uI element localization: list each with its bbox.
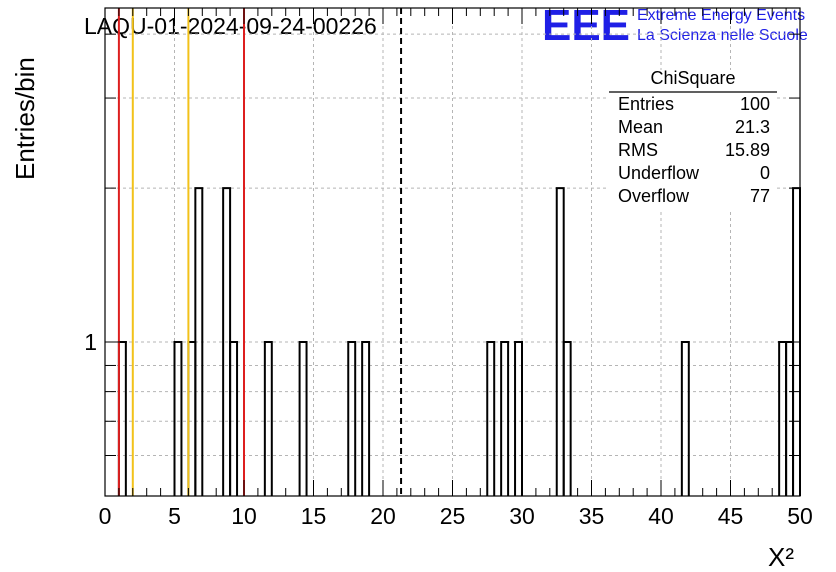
histogram-bin — [194, 187, 204, 496]
y-tick-label: 1 — [84, 329, 97, 355]
stats-value: 100 — [740, 94, 770, 114]
histogram-bin — [514, 341, 523, 496]
histogram-bin — [562, 341, 572, 496]
x-tick-label: 50 — [787, 503, 813, 529]
histogram-bin — [500, 341, 510, 496]
marker-lines — [117, 8, 403, 496]
histogram-bin — [486, 341, 496, 496]
stats-value: 0 — [760, 163, 770, 183]
histogram-bin — [298, 341, 308, 496]
stats-title: ChiSquare — [650, 68, 735, 88]
x-tick-labels: 0 5 10 15 20 25 30 35 40 45 50 — [99, 503, 813, 529]
x-tick-label: 25 — [440, 503, 466, 529]
histogram-bin — [680, 341, 690, 496]
stats-box-background — [609, 70, 777, 210]
y-tick-labels: 1 — [84, 329, 97, 355]
x-tick-label: 15 — [301, 503, 327, 529]
stats-label: Entries — [618, 94, 674, 114]
y-axis-label: Entries/bin — [10, 57, 40, 180]
histogram-bin — [229, 341, 239, 496]
stats-label: RMS — [618, 140, 658, 160]
x-tick-label: 20 — [370, 503, 396, 529]
axis-ticks — [104, 8, 801, 496]
histogram-bin — [347, 341, 357, 496]
grid — [105, 8, 800, 496]
x-tick-label: 45 — [718, 503, 744, 529]
eee-logo: EEE — [542, 1, 630, 50]
stats-value: 15.89 — [725, 140, 770, 160]
stats-value: 77 — [750, 186, 770, 206]
chart-title: LAQU-01-2024-09-24-00226 — [84, 13, 377, 39]
stats-label: Overflow — [618, 186, 690, 206]
stats-value: 21.3 — [735, 117, 770, 137]
logo-line-1: Extreme Energy Events — [637, 7, 805, 24]
stats-box: ChiSquare Entries 100 Mean 21.3 RMS 15.89 Unde… — [609, 68, 777, 210]
histogram-bin — [361, 341, 371, 496]
stats-label: Mean — [618, 117, 663, 137]
histogram-bin — [173, 341, 183, 496]
x-tick-label: 40 — [648, 503, 674, 529]
x-tick-label: 5 — [168, 503, 181, 529]
stats-label: Underflow — [618, 163, 700, 183]
histogram-bin — [263, 341, 273, 496]
logo-line-2: La Scienza nelle Scuole — [637, 27, 808, 44]
x-tick-label: 0 — [99, 503, 112, 529]
x-tick-label: 30 — [509, 503, 535, 529]
x-axis-label: X² — [768, 542, 794, 572]
x-tick-label: 35 — [579, 503, 605, 529]
x-tick-label: 10 — [231, 503, 257, 529]
